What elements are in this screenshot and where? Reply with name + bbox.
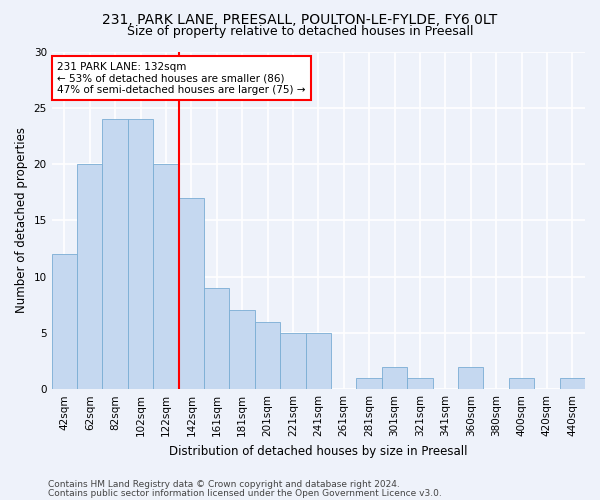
X-axis label: Distribution of detached houses by size in Preesall: Distribution of detached houses by size … xyxy=(169,444,467,458)
Bar xyxy=(280,333,305,389)
Text: 231, PARK LANE, PREESALL, POULTON-LE-FYLDE, FY6 0LT: 231, PARK LANE, PREESALL, POULTON-LE-FYL… xyxy=(103,12,497,26)
Bar xyxy=(77,164,103,389)
Bar xyxy=(560,378,585,389)
Bar xyxy=(458,366,484,389)
Text: 231 PARK LANE: 132sqm
← 53% of detached houses are smaller (86)
47% of semi-deta: 231 PARK LANE: 132sqm ← 53% of detached … xyxy=(57,62,305,95)
Bar xyxy=(103,119,128,389)
Bar xyxy=(305,333,331,389)
Bar xyxy=(509,378,534,389)
Bar xyxy=(179,198,204,389)
Bar xyxy=(255,322,280,389)
Text: Contains public sector information licensed under the Open Government Licence v3: Contains public sector information licen… xyxy=(48,489,442,498)
Bar xyxy=(204,288,229,389)
Bar xyxy=(229,310,255,389)
Text: Size of property relative to detached houses in Preesall: Size of property relative to detached ho… xyxy=(127,25,473,38)
Bar xyxy=(382,366,407,389)
Bar xyxy=(407,378,433,389)
Y-axis label: Number of detached properties: Number of detached properties xyxy=(15,128,28,314)
Bar xyxy=(153,164,179,389)
Text: Contains HM Land Registry data © Crown copyright and database right 2024.: Contains HM Land Registry data © Crown c… xyxy=(48,480,400,489)
Bar xyxy=(52,254,77,389)
Bar xyxy=(356,378,382,389)
Bar xyxy=(128,119,153,389)
